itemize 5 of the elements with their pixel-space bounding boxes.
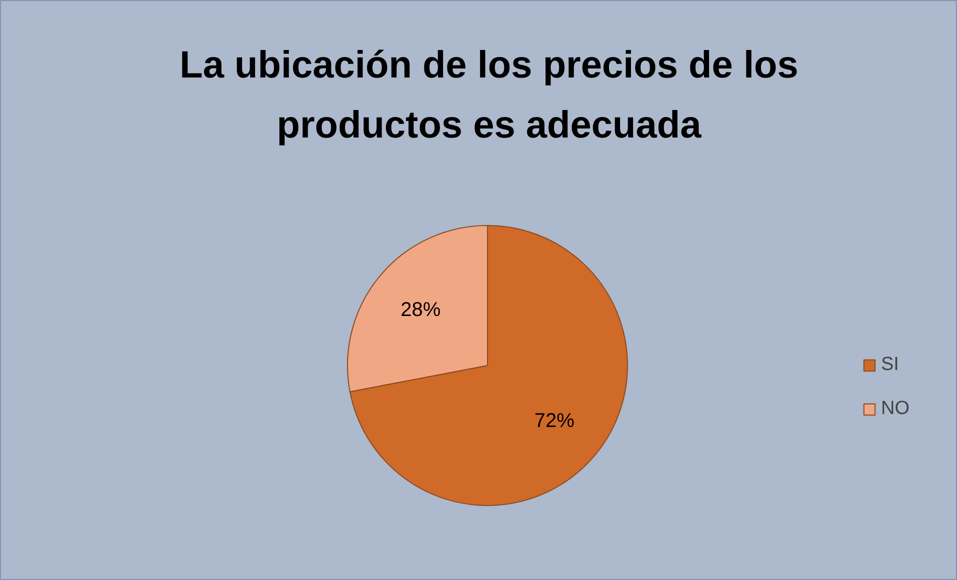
data-label: 28% (400, 299, 441, 322)
legend-label: SI (881, 354, 900, 376)
chart-title: La ubicación de los precios de los productos es adecuada (180, 44, 798, 146)
data-label: 72% (534, 410, 575, 432)
legend-label: NO (881, 398, 910, 420)
